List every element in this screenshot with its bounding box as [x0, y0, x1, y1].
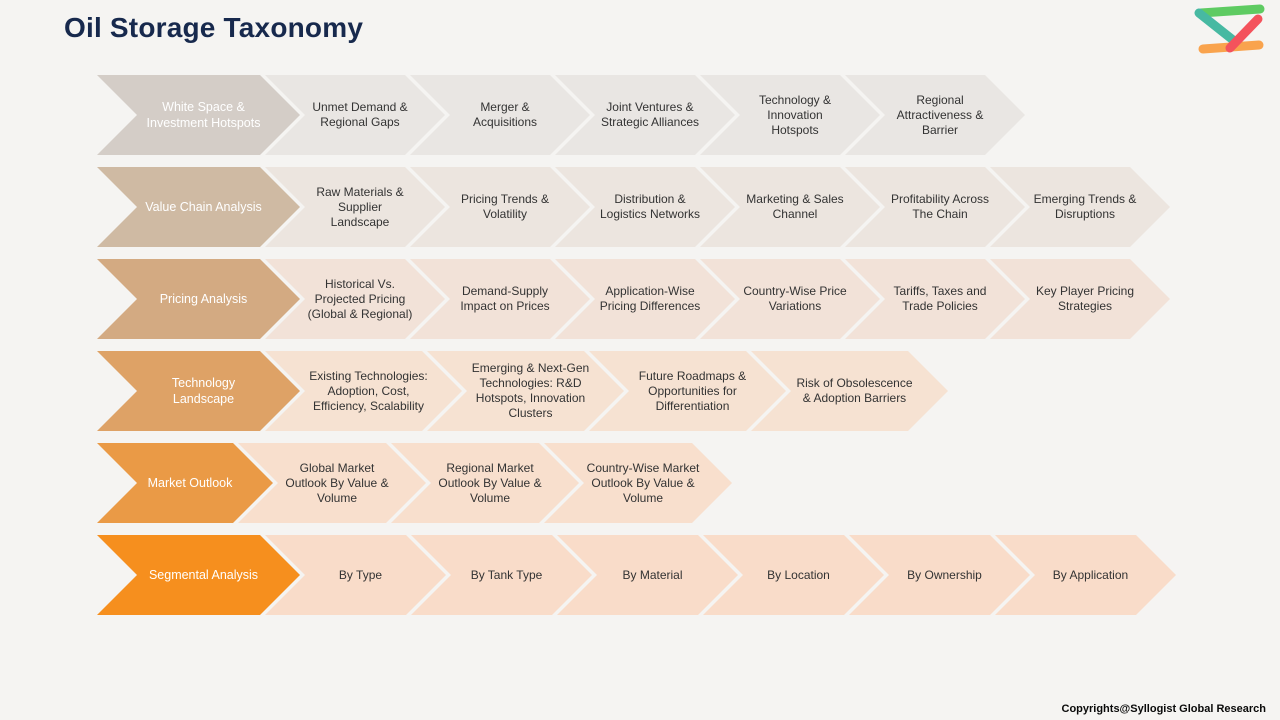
- taxonomy-item-label: Distribution & Logistics Networks: [599, 192, 701, 221]
- taxonomy-item: Joint Ventures & Strategic Alliances: [555, 75, 735, 155]
- taxonomy-item-label: Demand-Supply Impact on Prices: [460, 284, 550, 313]
- row-label-arrow: Market Outlook: [97, 443, 273, 523]
- row-label: Technology Landscape: [171, 375, 236, 406]
- taxonomy-row: White Space & Investment Hotspots Unmet D…: [97, 75, 1176, 155]
- taxonomy-item-label: Emerging Trends & Disruptions: [1033, 192, 1137, 221]
- row-label-arrow: Pricing Analysis: [97, 259, 300, 339]
- taxonomy-item-label: Country-Wise Price Variations: [743, 284, 847, 313]
- taxonomy-item-label: Profitability Across The Chain: [890, 192, 990, 221]
- taxonomy-item-label: Technology & Innovation Hotspots: [758, 92, 832, 137]
- taxonomy-item-label: Country-Wise Market Outlook By Value & V…: [586, 460, 700, 505]
- taxonomy-item-label: Existing Technologies: Adoption, Cost, E…: [309, 368, 428, 413]
- taxonomy-item-label: Regional Attractiveness & Barrier: [896, 92, 984, 137]
- copyright-note: Copyrights@Syllogist Global Research: [1061, 703, 1267, 715]
- taxonomy-item-label: Merger & Acquisitions: [472, 100, 538, 129]
- taxonomy-item: Country-Wise Market Outlook By Value & V…: [544, 443, 732, 523]
- taxonomy-item-label: Joint Ventures & Strategic Alliances: [600, 100, 700, 129]
- taxonomy-row: Market Outlook Global Market Outlook By V…: [97, 443, 1176, 523]
- taxonomy-item-label: Pricing Trends & Volatility: [460, 192, 550, 221]
- taxonomy-item-label: Future Roadmaps & Opportunities for Diff…: [638, 368, 747, 413]
- taxonomy-item-label: Global Market Outlook By Value & Volume: [285, 460, 389, 505]
- taxonomy-item-label: By Tank Type: [470, 567, 543, 582]
- taxonomy-row: Pricing Analysis Historical Vs. Projected…: [97, 259, 1176, 339]
- taxonomy-item-label: Tariffs, Taxes and Trade Policies: [893, 284, 987, 313]
- taxonomy-item-label: Marketing & Sales Channel: [746, 192, 844, 221]
- taxonomy-item-label: Application-Wise Pricing Differences: [599, 284, 701, 313]
- taxonomy-item-label: By Location: [767, 567, 830, 582]
- taxonomy-item-label: By Material: [622, 567, 683, 582]
- row-label: Value Chain Analysis: [145, 199, 262, 214]
- taxonomy-row: Technology Landscape Existing Technologie…: [97, 351, 1176, 431]
- taxonomy-item-label: Regional Market Outlook By Value & Volum…: [438, 460, 542, 505]
- taxonomy-row: Value Chain Analysis Raw Materials & Supp…: [97, 167, 1176, 247]
- taxonomy-item-label: Emerging & Next-Gen Technologies: R&D Ho…: [471, 361, 590, 420]
- page-title: Oil Storage Taxonomy: [64, 12, 364, 43]
- taxonomy-item-label: Key Player Pricing Strategies: [1035, 284, 1135, 313]
- row-label: White Space & Investment Hotspots: [146, 99, 261, 130]
- taxonomy-item-label: By Ownership: [907, 567, 982, 582]
- row-label-arrow: Value Chain Analysis: [97, 167, 300, 247]
- row-label-arrow: Technology Landscape: [97, 351, 300, 431]
- taxonomy-item-label: By Application: [1052, 567, 1129, 582]
- row-label: Market Outlook: [147, 475, 233, 490]
- taxonomy-item-label: Historical Vs. Projected Pricing (Global…: [307, 276, 413, 321]
- taxonomy-item-label: By Type: [338, 567, 383, 582]
- taxonomy-row: Segmental Analysis By Type By Tank Type By …: [97, 535, 1176, 615]
- taxonomy-item-label: Raw Materials & Supplier Landscape: [316, 184, 404, 229]
- row-label-arrow: Segmental Analysis: [97, 535, 300, 615]
- taxonomy-item: Existing Technologies: Adoption, Cost, E…: [265, 351, 462, 431]
- syllogist-logo-icon: [1194, 4, 1265, 54]
- row-label-arrow: White Space & Investment Hotspots: [97, 75, 300, 155]
- taxonomy-item-label: Risk of Obsolescence & Adoption Barriers: [796, 376, 913, 405]
- row-label: Segmental Analysis: [148, 567, 259, 582]
- syllogist-logo: [1188, 2, 1272, 63]
- taxonomy-item-label: Unmet Demand & Regional Gaps: [312, 100, 408, 129]
- taxonomy-diagram: White Space & Investment Hotspots Unmet D…: [97, 75, 1176, 627]
- row-label: Pricing Analysis: [159, 291, 248, 306]
